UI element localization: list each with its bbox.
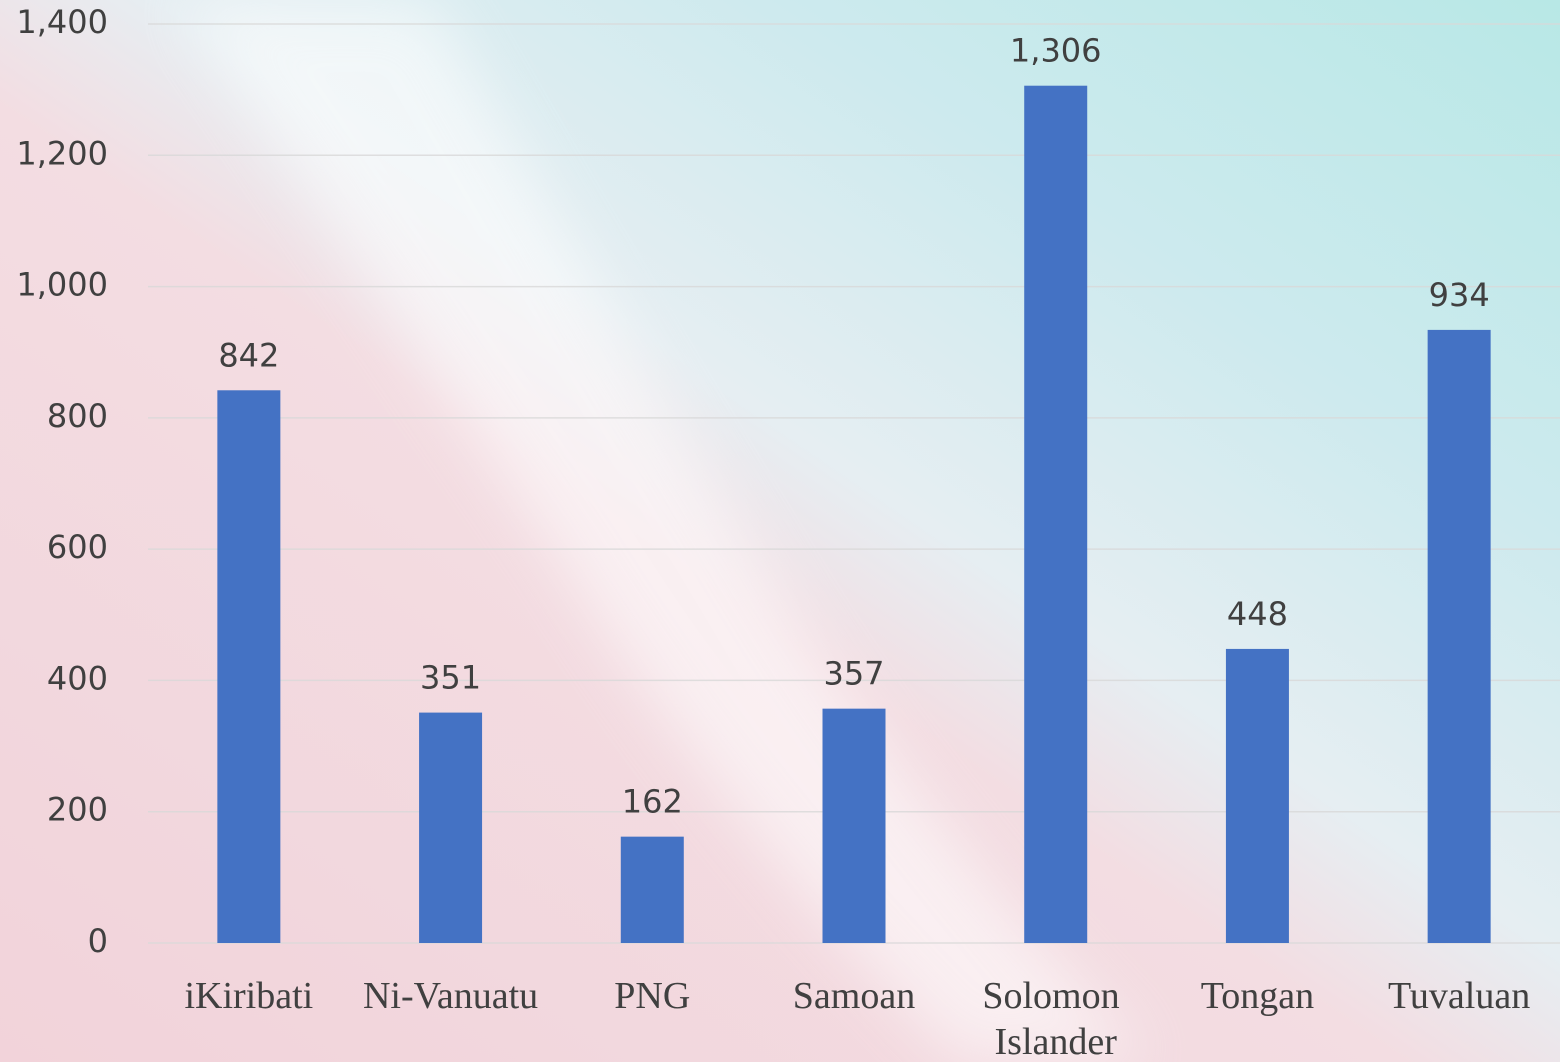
value-label: 934 — [1429, 276, 1490, 314]
y-tick-label: 0 — [88, 922, 108, 960]
bar — [217, 390, 280, 943]
x-tick-label: Tuvaluan — [1388, 975, 1530, 1017]
y-tick-label: 400 — [47, 659, 108, 697]
value-label: 162 — [622, 783, 683, 821]
x-tick-label-line: Islander — [995, 1021, 1118, 1062]
x-tick-label: Samoan — [793, 975, 915, 1017]
bar — [1428, 330, 1491, 943]
y-tick-label: 600 — [47, 528, 108, 566]
value-label: 842 — [218, 336, 279, 374]
page: {"chart_data": {"type": "bar", "categori… — [0, 0, 1560, 1062]
y-tick-label: 1,000 — [16, 266, 108, 304]
value-label: 351 — [420, 659, 481, 697]
value-label: 448 — [1227, 595, 1288, 633]
x-tick-label: Ni-Vanuatu — [363, 975, 538, 1017]
x-tick-label: Tongan — [1201, 975, 1314, 1017]
bar — [419, 713, 482, 943]
value-label: 357 — [823, 655, 884, 693]
x-tick-label: PNG — [614, 975, 690, 1017]
value-label: 1,306 — [1010, 32, 1102, 70]
chart: 0 200 400 600 800 1,000 1,200 1,400 842 iKiribati… — [0, 0, 1560, 1062]
y-tick-label: 1,200 — [16, 134, 108, 172]
bar — [1024, 86, 1087, 943]
x-tick-label: iKiribati — [184, 975, 313, 1017]
y-tick-label: 200 — [47, 791, 108, 829]
bar — [823, 709, 886, 943]
x-tick-label-line: Solomon — [982, 975, 1129, 1017]
y-tick-label: 1,400 — [16, 3, 108, 41]
y-tick-label: 800 — [47, 397, 108, 435]
bar — [1226, 649, 1289, 943]
bar — [621, 837, 684, 943]
